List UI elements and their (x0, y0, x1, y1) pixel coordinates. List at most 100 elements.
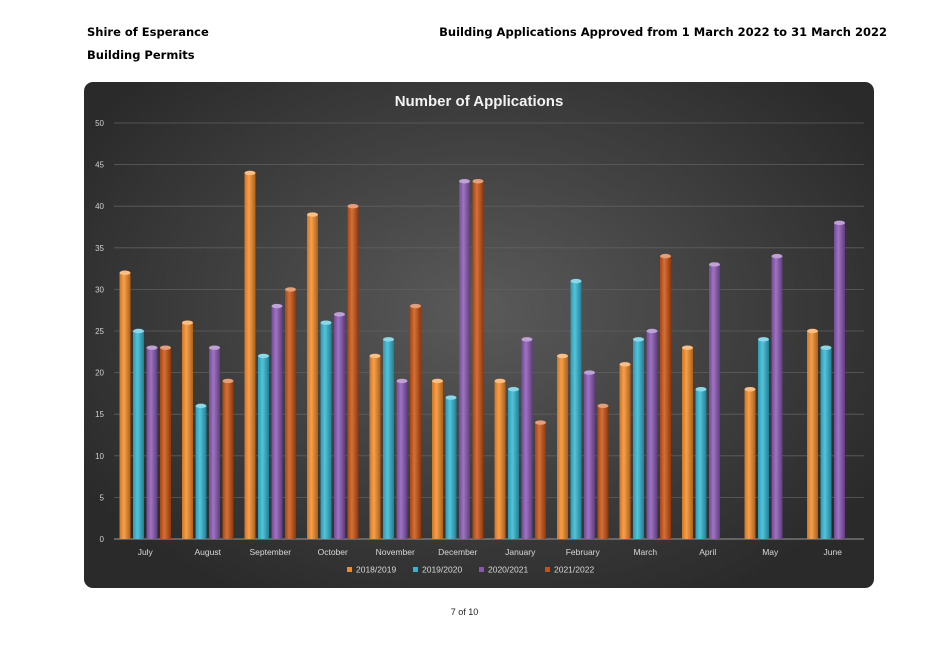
bar (820, 347, 832, 539)
bar-top (209, 345, 220, 350)
y-tick-label: 5 (100, 493, 105, 502)
bar (222, 380, 234, 539)
y-tick-label: 50 (95, 119, 104, 128)
bar (597, 405, 609, 539)
bar-top (570, 278, 582, 284)
bar (834, 222, 845, 539)
x-tick-label: September (249, 547, 291, 557)
bar-top (119, 270, 131, 275)
bar-top (646, 328, 658, 334)
bar-top (334, 312, 345, 317)
bar (133, 331, 144, 539)
bar-top (820, 345, 832, 350)
bar (369, 355, 381, 539)
x-tick-label: April (699, 547, 716, 557)
bar (160, 347, 171, 539)
bar (320, 322, 332, 539)
bar (494, 380, 506, 539)
y-tick-label: 10 (95, 452, 104, 461)
bar-top (459, 179, 470, 184)
bar-top (633, 337, 644, 342)
x-tick-label: August (195, 547, 222, 557)
bar-top (244, 170, 256, 176)
bar-top (383, 337, 394, 342)
bar (432, 380, 443, 539)
bar (396, 380, 408, 539)
page-number: 7 of 10 (450, 607, 479, 617)
bar-top (508, 387, 519, 392)
bar-top (834, 220, 845, 226)
bar (383, 339, 394, 539)
bar (244, 172, 256, 540)
bar (410, 306, 421, 539)
bar-top (410, 303, 421, 309)
legend-label: 2019/2020 (422, 565, 462, 575)
bar-top (521, 337, 533, 342)
bar (660, 256, 671, 539)
bar (695, 389, 707, 539)
bar-top (807, 328, 818, 334)
bar-top (709, 262, 720, 267)
bar-top (494, 378, 506, 384)
bar-top (432, 378, 443, 384)
department-name: Building Permits (87, 48, 195, 62)
bar (182, 322, 193, 539)
organisation-name: Shire of Esperance (87, 25, 209, 39)
bar (646, 331, 658, 539)
legend-label: 2021/2022 (554, 565, 594, 575)
bar (570, 281, 582, 539)
bar (584, 372, 595, 539)
x-tick-label: June (824, 547, 843, 557)
chart-title: Number of Applications (395, 93, 564, 110)
x-tick-label: July (138, 547, 154, 557)
bar-top (195, 403, 207, 409)
legend-swatch (347, 567, 352, 572)
bar (472, 181, 484, 539)
bar-top (771, 253, 783, 259)
bar (347, 206, 359, 539)
bar-top (307, 212, 318, 217)
bar (709, 264, 720, 539)
bar (285, 289, 296, 539)
bar (807, 331, 818, 539)
bar-top (660, 253, 671, 259)
bar (557, 355, 568, 539)
bar-top (222, 378, 234, 384)
y-tick-label: 40 (95, 202, 104, 211)
bar-top (133, 328, 144, 334)
bar (209, 347, 220, 539)
bar (508, 389, 519, 539)
bar-top (682, 345, 693, 350)
x-tick-label: January (505, 547, 536, 557)
bar-top (160, 345, 171, 350)
x-tick-label: October (318, 547, 348, 557)
bar (119, 272, 131, 539)
legend-swatch (413, 567, 418, 572)
bar (195, 405, 207, 539)
chart-panel: Number of Applications 0 5 10 15 20 25 30 35 40 45… (84, 82, 874, 588)
bar-top (347, 204, 359, 209)
y-tick-label: 35 (95, 244, 104, 253)
bar-top (271, 303, 283, 309)
bar (682, 347, 693, 539)
bar (771, 256, 783, 539)
bar (633, 339, 644, 539)
legend-swatch (479, 567, 484, 572)
bar (535, 422, 546, 539)
y-tick-label: 15 (95, 410, 104, 419)
bar-top (619, 362, 631, 367)
bar-top (445, 395, 457, 400)
x-tick-label: February (566, 547, 601, 557)
bar-top (182, 320, 193, 325)
bar (619, 364, 631, 539)
y-tick-label: 45 (95, 161, 104, 170)
bar-top (758, 337, 769, 342)
x-tick-label: March (633, 547, 657, 557)
bar-top (369, 353, 381, 359)
bar (334, 314, 345, 539)
bar (521, 339, 533, 539)
legend-swatch (545, 567, 550, 572)
bar-top (472, 179, 484, 184)
bar-top (584, 370, 595, 375)
bar (307, 214, 318, 539)
